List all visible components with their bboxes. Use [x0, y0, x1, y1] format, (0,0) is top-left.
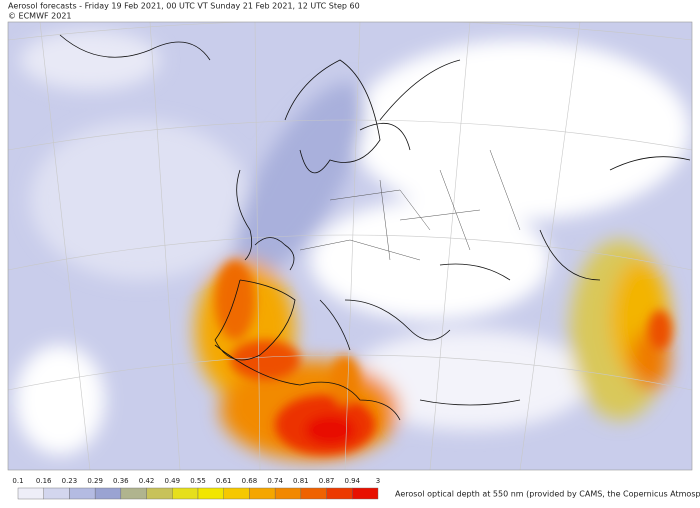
legend-swatch [172, 487, 199, 500]
legend-swatch [94, 487, 122, 500]
legend-tick-label: 3 [376, 477, 380, 485]
legend-tick-label: 0.87 [319, 477, 335, 485]
legend-swatch [120, 487, 147, 500]
legend-tick-label: 0.16 [36, 477, 52, 485]
legend-swatch [197, 487, 224, 500]
legend-tick-label: 0.23 [62, 477, 78, 485]
legend-tick-label: 0.49 [164, 477, 180, 485]
legend-swatch [17, 487, 44, 500]
legend-swatch [274, 487, 302, 500]
legend-swatch [146, 487, 173, 500]
legend-tick-label: 0.55 [190, 477, 206, 485]
caption: Aerosol optical depth at 550 nm (provide… [395, 490, 700, 499]
legend-swatch [326, 487, 353, 500]
legend-swatch [352, 487, 379, 500]
legend-swatch [69, 487, 96, 500]
legend-swatch [223, 487, 250, 500]
legend-tick-label: 0.81 [293, 477, 309, 485]
legend-tick-label: 0.42 [139, 477, 155, 485]
legend-swatch [300, 487, 327, 500]
copyright: © ECMWF 2021 [8, 12, 72, 21]
legend-tick-label: 0.61 [216, 477, 232, 485]
legend-tick-label: 0.1 [12, 477, 23, 485]
legend-tick-label: 0.68 [242, 477, 258, 485]
legend-tick-label: 0.94 [344, 477, 360, 485]
title: Aerosol forecasts - Friday 19 Feb 2021, … [8, 2, 360, 11]
legend-tick-label: 0.29 [87, 477, 103, 485]
legend-tick-label: 0.74 [267, 477, 283, 485]
legend-swatch [249, 487, 276, 500]
legend-tick-label: 0.36 [113, 477, 129, 485]
colorbar: 0.1 0.16 0.23 0.29 0.36 0.42 0.49 0.55 0.61 0.68 0… [12, 477, 380, 500]
legend-swatch [43, 487, 70, 500]
map [8, 22, 692, 470]
